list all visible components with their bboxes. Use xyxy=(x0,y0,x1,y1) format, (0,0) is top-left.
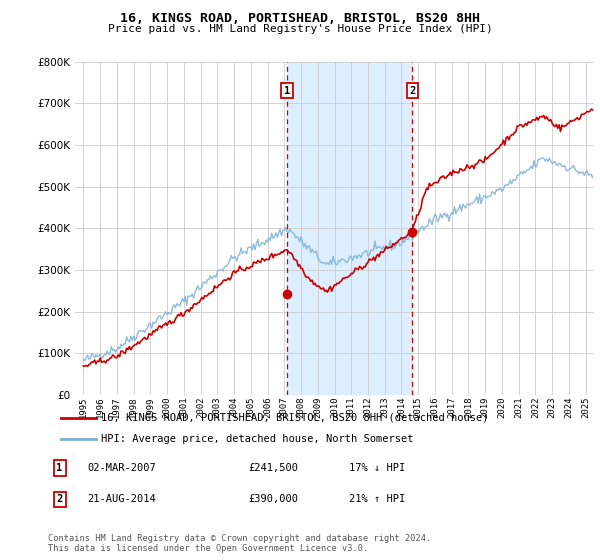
Text: 2: 2 xyxy=(56,494,63,505)
Text: 16, KINGS ROAD, PORTISHEAD, BRISTOL, BS20 8HH (detached house): 16, KINGS ROAD, PORTISHEAD, BRISTOL, BS2… xyxy=(101,413,488,423)
Text: 21% ↑ HPI: 21% ↑ HPI xyxy=(349,494,405,505)
Text: £241,500: £241,500 xyxy=(248,463,299,473)
Text: £390,000: £390,000 xyxy=(248,494,299,505)
Bar xyxy=(287,62,412,395)
Text: HPI: Average price, detached house, North Somerset: HPI: Average price, detached house, Nort… xyxy=(101,435,413,444)
Text: 17% ↓ HPI: 17% ↓ HPI xyxy=(349,463,405,473)
Text: 1: 1 xyxy=(284,86,290,96)
Text: 16, KINGS ROAD, PORTISHEAD, BRISTOL, BS20 8HH: 16, KINGS ROAD, PORTISHEAD, BRISTOL, BS2… xyxy=(120,12,480,25)
Text: Contains HM Land Registry data © Crown copyright and database right 2024.
This d: Contains HM Land Registry data © Crown c… xyxy=(48,534,431,553)
Text: 21-AUG-2014: 21-AUG-2014 xyxy=(88,494,157,505)
Text: 1: 1 xyxy=(56,463,63,473)
Text: 02-MAR-2007: 02-MAR-2007 xyxy=(88,463,157,473)
Text: 2: 2 xyxy=(409,86,415,96)
Text: Price paid vs. HM Land Registry's House Price Index (HPI): Price paid vs. HM Land Registry's House … xyxy=(107,24,493,34)
